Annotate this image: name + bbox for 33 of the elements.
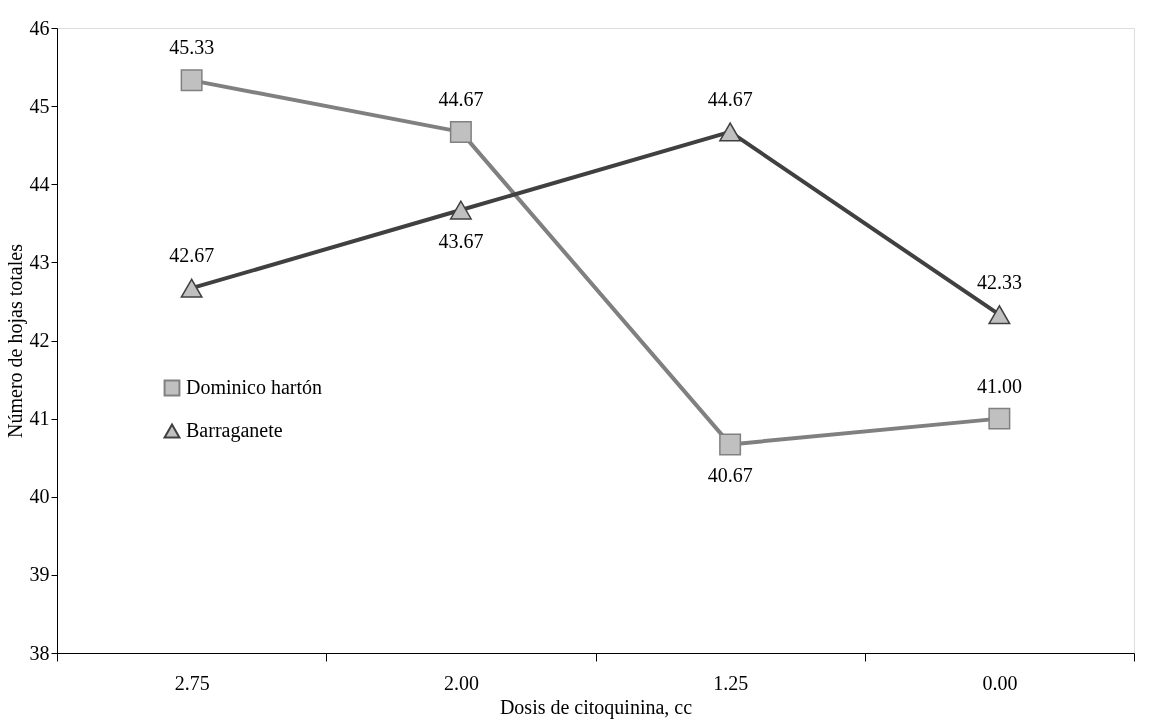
data-label: 42.67 xyxy=(169,244,215,267)
legend-label: Barraganete xyxy=(186,419,283,442)
x-tick-label: 0.00 xyxy=(982,671,1018,694)
data-label: 44.67 xyxy=(438,87,484,110)
y-tick-label: 44 xyxy=(29,172,50,195)
point xyxy=(449,200,472,220)
x-tick-label: 2.00 xyxy=(443,671,479,694)
point xyxy=(988,407,1011,430)
y-axis-title: Número de hojas totales xyxy=(3,243,27,438)
x-axis-title: Dosis de citoquinina, cc xyxy=(499,695,693,719)
data-label: 44.67 xyxy=(707,87,753,110)
point xyxy=(449,120,472,143)
data-label: 40.67 xyxy=(707,464,753,487)
legend-label: Dominico hartón xyxy=(186,376,323,398)
point xyxy=(180,69,203,92)
y-tick-label: 42 xyxy=(29,329,50,351)
point xyxy=(719,122,742,142)
y-tick-label: 40 xyxy=(29,485,50,508)
point xyxy=(180,278,203,298)
x-tick-label: 1.25 xyxy=(713,671,749,694)
data-label: 41.00 xyxy=(976,374,1022,397)
y-tick-label: 41 xyxy=(29,407,50,430)
y-tick-label: 38 xyxy=(29,641,50,664)
x-tick-label: 2.75 xyxy=(174,671,210,694)
data-label: 43.67 xyxy=(438,230,484,253)
y-tick-label: 43 xyxy=(29,250,50,273)
y-tick-label: 45 xyxy=(29,94,50,117)
point xyxy=(988,305,1011,325)
data-label: 42.33 xyxy=(976,270,1022,293)
y-tick-label: 46 xyxy=(29,16,50,39)
point xyxy=(719,433,742,456)
data-label: 45.33 xyxy=(169,36,215,59)
y-tick-label: 39 xyxy=(29,563,50,586)
